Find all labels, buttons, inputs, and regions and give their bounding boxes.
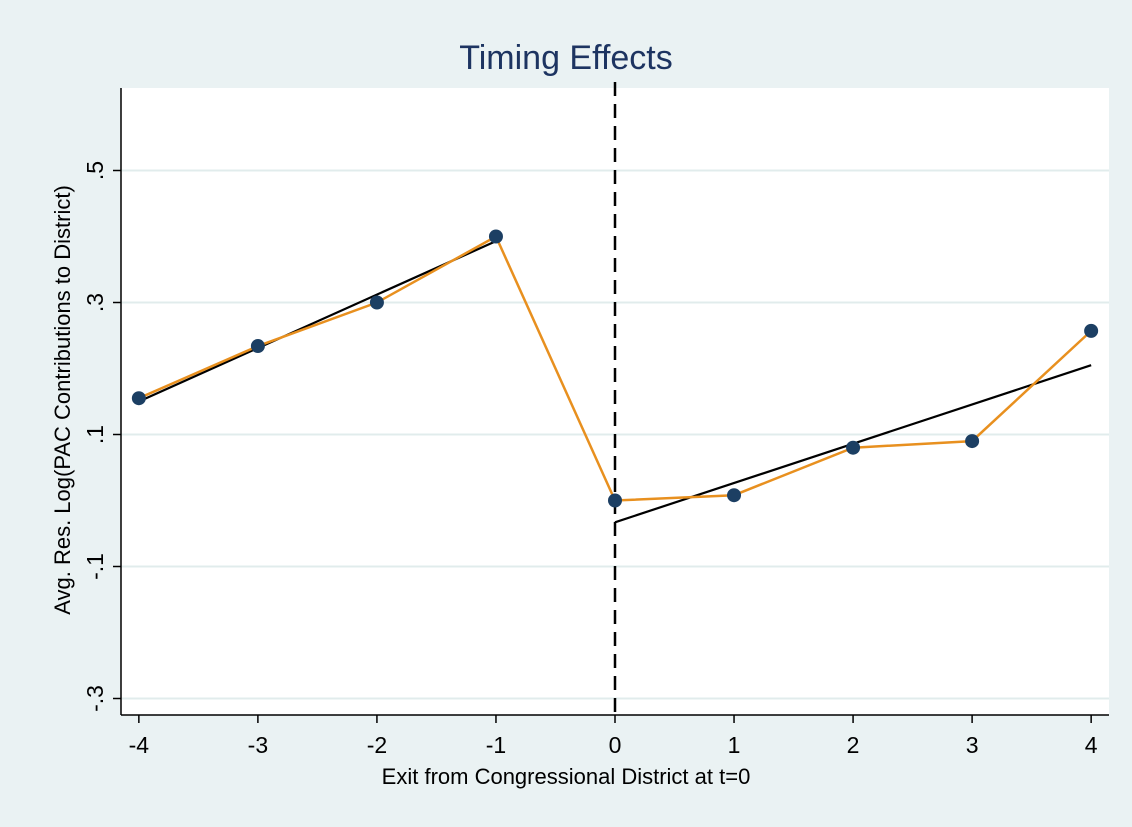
x-tick-label: 0 bbox=[609, 732, 622, 758]
chart-title: Timing Effects bbox=[459, 39, 673, 77]
data-point bbox=[488, 229, 503, 244]
x-tick-label: -3 bbox=[248, 732, 268, 758]
axes-group bbox=[113, 88, 1109, 723]
x-tick-label: -4 bbox=[129, 732, 150, 758]
series-group bbox=[131, 229, 1099, 524]
data-point bbox=[727, 488, 742, 503]
y-tick-label: .1 bbox=[82, 425, 108, 444]
y-tick-label: .3 bbox=[82, 293, 108, 312]
x-tick-label: 1 bbox=[728, 732, 741, 758]
tick-labels-group: -.3 -.1 .1 .3 .5 -4 -3 -2 -1 0 1 2 3 4 bbox=[82, 161, 1098, 758]
y-tick-label: .5 bbox=[82, 161, 108, 180]
x-tick-label: 2 bbox=[847, 732, 860, 758]
data-point bbox=[369, 295, 384, 310]
x-tick-label: 3 bbox=[966, 732, 979, 758]
y-tick-label: -.3 bbox=[82, 685, 108, 712]
data-point bbox=[1084, 323, 1099, 338]
data-point bbox=[250, 339, 265, 354]
data-point bbox=[608, 493, 622, 508]
y-axis-label: Avg. Res. Log(PAC Contributions to Distr… bbox=[50, 185, 75, 615]
data-point bbox=[846, 440, 861, 455]
x-tick-label: -2 bbox=[367, 732, 387, 758]
x-tick-label: -1 bbox=[486, 732, 506, 758]
x-tick-label: 4 bbox=[1085, 732, 1098, 758]
data-point bbox=[965, 434, 980, 449]
fit-line bbox=[138, 240, 497, 403]
y-tick-label: -.1 bbox=[82, 553, 108, 580]
data-point bbox=[131, 391, 146, 406]
x-axis-label: Exit from Congressional District at t=0 bbox=[382, 764, 751, 789]
